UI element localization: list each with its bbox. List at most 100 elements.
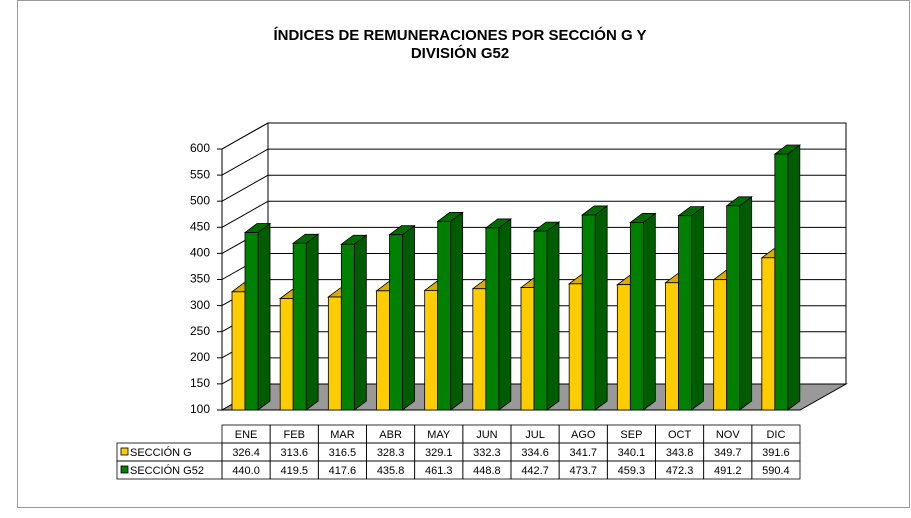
table-value: 332.3 [473, 447, 501, 459]
bar-face [726, 205, 741, 411]
table-value: 448.8 [473, 465, 501, 477]
table-value: 340.1 [618, 447, 646, 459]
table-value: 326.4 [232, 447, 260, 459]
y-tick-label: 550 [190, 167, 210, 181]
table-value: 391.6 [762, 447, 790, 459]
bar-face [437, 221, 452, 411]
bar-face [485, 227, 500, 411]
table-value: 343.8 [666, 447, 694, 459]
bar [340, 234, 368, 411]
bar-face [774, 153, 789, 411]
table-value: 459.3 [618, 465, 646, 477]
bar-face [520, 287, 535, 411]
table-value: 440.0 [232, 465, 260, 477]
table-value: 316.5 [329, 447, 357, 459]
bar-face [231, 291, 246, 411]
bar-face [498, 218, 512, 411]
bar-face [665, 282, 679, 411]
y-tick-label: 300 [190, 298, 210, 312]
table-value: 491.2 [714, 465, 742, 477]
bar-face [713, 279, 728, 411]
table-value: 349.7 [714, 447, 742, 459]
bar [436, 211, 464, 411]
bar-face [472, 288, 487, 411]
table-value: 472.3 [666, 465, 694, 477]
x-tick-label: NOV [716, 429, 741, 441]
y-tick-label: 250 [190, 324, 210, 338]
y-tick-label: 400 [190, 246, 210, 260]
x-tick-label: SEP [620, 429, 642, 441]
grid-line [221, 200, 269, 228]
grid-line [221, 122, 269, 150]
bar-face [424, 290, 439, 411]
bar-face [327, 296, 342, 411]
x-tick-label: FEB [284, 429, 305, 441]
legend-label: SECCIÓN G52 [130, 464, 204, 477]
table-value: 473.7 [569, 465, 597, 477]
legend-label: SECCIÓN G [130, 446, 192, 459]
bar [532, 221, 561, 411]
y-tick-label: 150 [190, 376, 210, 390]
bar-face [739, 195, 753, 411]
x-tick-label: JUL [525, 429, 545, 441]
bar-face [279, 298, 294, 411]
table-value: 590.4 [762, 465, 790, 477]
x-tick-label: MAR [330, 429, 355, 441]
y-tick-label: 600 [190, 141, 210, 155]
x-tick-label: ENE [235, 429, 258, 441]
grid-line [221, 174, 269, 202]
table-value: 341.7 [569, 447, 597, 459]
y-tick-label: 350 [190, 272, 210, 286]
table-value: 313.6 [280, 447, 308, 459]
table-value: 442.7 [521, 465, 549, 477]
bar-face [568, 283, 583, 411]
bar [773, 144, 802, 411]
bar-face [678, 215, 692, 411]
chart-title: DIVISIÓN G52 [411, 44, 509, 62]
y-tick-label: 500 [190, 193, 210, 207]
x-tick-label: ABR [379, 429, 402, 441]
bar-face [761, 257, 776, 411]
bar-face [353, 234, 367, 411]
bar-face [292, 242, 307, 411]
y-tick-label: 200 [190, 350, 210, 364]
bar [388, 224, 416, 411]
bar [629, 212, 657, 411]
bar-face [546, 221, 560, 411]
bar-face [402, 224, 415, 411]
bar-face [691, 205, 704, 411]
legend-key [120, 465, 129, 474]
bar-face [340, 243, 355, 411]
bar-face [389, 234, 403, 411]
bar-face [787, 144, 801, 411]
x-tick-label: DIC [766, 429, 785, 441]
bar-face [533, 230, 548, 411]
table-value: 435.8 [377, 465, 405, 477]
x-tick-label: JUN [476, 429, 497, 441]
bar-face [450, 211, 464, 411]
bar [580, 205, 609, 411]
x-tick-label: OCT [668, 429, 692, 441]
bar-face [305, 233, 319, 411]
bar-face [594, 205, 608, 411]
grid-line [221, 148, 269, 176]
frame [17, 0, 910, 508]
bar [291, 233, 320, 411]
bar-face [376, 290, 390, 411]
bar-face [581, 214, 596, 411]
bar [243, 222, 272, 411]
table-value: 417.6 [329, 465, 357, 477]
bar-face [642, 212, 656, 411]
table-value: 419.5 [280, 465, 308, 477]
bar [677, 205, 705, 411]
table-value: 461.3 [425, 465, 453, 477]
chart-title: ÍNDICES DE REMUNERACIONES POR SECCIÓN G … [273, 26, 646, 44]
bar-face [244, 232, 259, 411]
bar-face [257, 222, 271, 411]
bar [484, 218, 513, 411]
table-value: 329.1 [425, 447, 453, 459]
table-cell [751, 460, 801, 480]
table-value: 334.6 [521, 447, 549, 459]
bar-face [616, 284, 631, 411]
